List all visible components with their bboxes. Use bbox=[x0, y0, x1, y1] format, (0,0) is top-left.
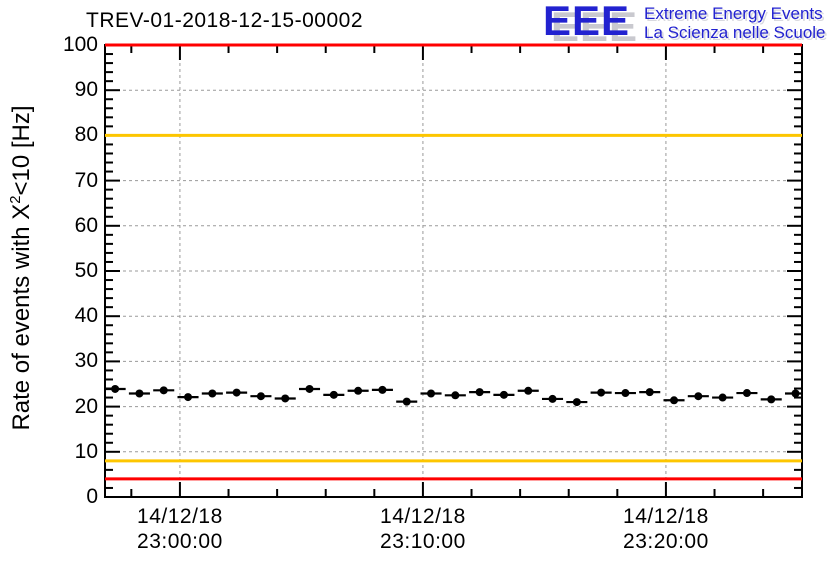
x-tick-time: 23:20:00 bbox=[623, 530, 709, 553]
y-tick-label: 0 bbox=[86, 485, 98, 508]
x-tick-date: 14/12/18 bbox=[380, 505, 466, 528]
y-tick-label: 10 bbox=[74, 439, 98, 463]
y-tick-label: 90 bbox=[74, 78, 98, 102]
x-tick-label: 14/12/18 23:00:00 bbox=[115, 504, 245, 554]
y-tick-label: 60 bbox=[74, 213, 98, 237]
y-tick-label: 100 bbox=[62, 33, 98, 56]
eee-logo-line1: Extreme Energy Events bbox=[644, 4, 823, 23]
x-tick-date: 14/12/18 bbox=[623, 505, 709, 528]
y-tick-label: 50 bbox=[74, 259, 98, 282]
x-tick-time: 23:10:00 bbox=[380, 530, 466, 553]
eee-logo-acronym: EEE bbox=[543, 0, 631, 44]
gridlines bbox=[105, 45, 802, 497]
x-tick-time: 23:00:00 bbox=[137, 530, 223, 553]
eee-logo-text: Extreme Energy Events La Scienza nelle S… bbox=[644, 4, 825, 42]
y-tick-label: 80 bbox=[74, 123, 98, 147]
threshold-lines bbox=[105, 43, 802, 481]
eee-logo-line2: La Scienza nelle Scuole bbox=[644, 23, 826, 42]
y-tick-label: 20 bbox=[74, 394, 98, 418]
x-tick-date: 14/12/18 bbox=[137, 505, 223, 528]
y-tick-label: 40 bbox=[74, 304, 98, 328]
x-tick-label: 14/12/18 23:10:00 bbox=[358, 504, 488, 554]
chart-title: TREV-01-2018-12-15-00002 bbox=[86, 9, 364, 32]
y-tick-label: 30 bbox=[74, 349, 98, 373]
data-series bbox=[105, 384, 802, 407]
eee-logo: EEE Extreme Energy Events La Scienza nel… bbox=[543, 0, 826, 42]
x-tick-label: 14/12/18 23:20:00 bbox=[601, 504, 731, 554]
y-tick-label: 70 bbox=[74, 168, 98, 192]
axis-ticks bbox=[105, 44, 802, 498]
